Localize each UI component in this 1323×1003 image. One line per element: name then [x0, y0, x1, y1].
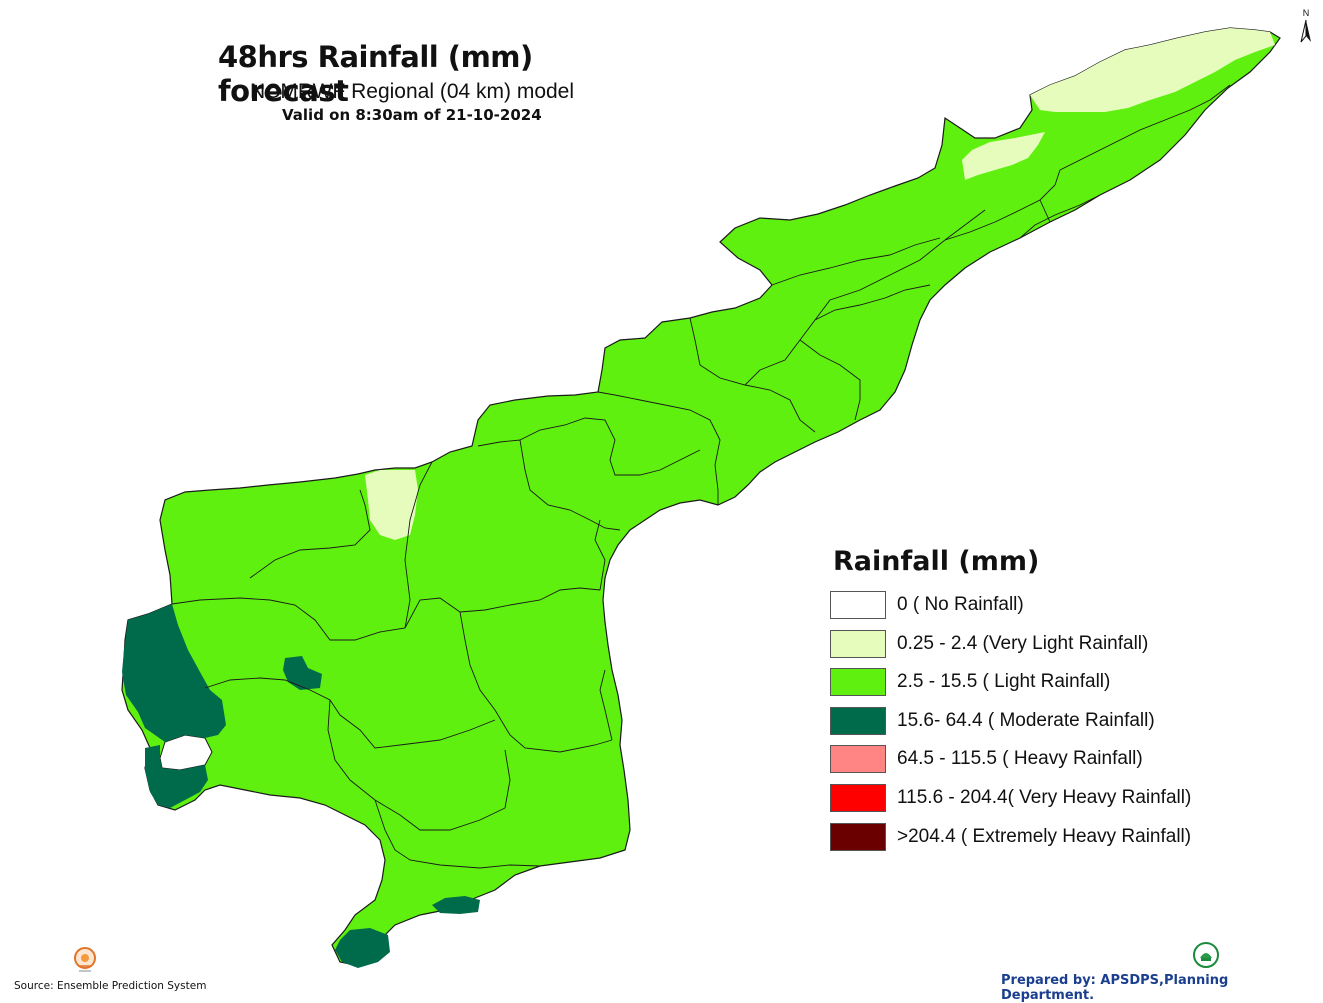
moderate-patch-west	[122, 604, 226, 742]
legend-label: 0 ( No Rainfall)	[897, 594, 1024, 615]
legend-title: Rainfall (mm)	[833, 546, 1040, 577]
legend-swatch	[830, 822, 886, 851]
moderate-patch-south-coast	[432, 896, 480, 914]
validity-text: Valid on 8:30am of 21-10-2024	[282, 106, 542, 124]
legend-label: 15.6- 64.4 ( Moderate Rainfall)	[897, 709, 1155, 731]
legend-label: 2.5 - 15.5 ( Light Rainfall)	[897, 671, 1111, 693]
map-subtitle: NCMRWF Regional (04 km) model	[250, 80, 575, 103]
very-light-patch-west	[365, 470, 418, 540]
very-light-patch-northeast	[1030, 28, 1275, 112]
legend-label: 64.5 - 115.5 ( Heavy Rainfall)	[897, 748, 1143, 770]
legend-swatch	[830, 668, 886, 697]
legend-item: 0.25 - 2.4 (Very Light Rainfall)	[830, 629, 1191, 658]
legend-item: 64.5 - 115.5 ( Heavy Rainfall)	[830, 745, 1191, 774]
north-label: N	[1303, 8, 1310, 18]
state-region	[121, 27, 1281, 966]
legend-swatch	[830, 706, 886, 735]
legend-label: 0.25 - 2.4 (Very Light Rainfall)	[897, 632, 1149, 654]
legend-swatch	[830, 591, 886, 619]
legend-label: >204.4 ( Extremely Heavy Rainfall)	[897, 825, 1192, 847]
north-arrow-icon: N	[1300, 8, 1311, 43]
apsdps-logo-icon	[1193, 942, 1219, 968]
map-title: 48hrs Rainfall (mm) forecast	[218, 40, 533, 108]
legend-swatch	[830, 629, 886, 658]
very-light-patch-north	[962, 132, 1045, 180]
legend-item: 15.6- 64.4 ( Moderate Rainfall)	[830, 706, 1191, 735]
legend-item: 2.5 - 15.5 ( Light Rainfall)	[830, 668, 1191, 697]
legend: Rainfall (mm) 0 ( No Rainfall) 0.25 - 2.4…	[830, 546, 1191, 861]
moderate-patch-southwest	[145, 745, 208, 808]
source-text: Source: Ensemble Prediction System	[14, 980, 207, 992]
legend-item: >204.4 ( Extremely Heavy Rainfall)	[830, 822, 1192, 851]
legend-swatch	[830, 745, 886, 774]
prepared-by-text: Prepared by: APSDPS,Planning Department.	[1001, 973, 1229, 1003]
legend-label: 115.6 - 204.4( Very Heavy Rainfall)	[897, 786, 1192, 808]
ensemble-logo-icon	[74, 947, 96, 972]
legend-swatch	[830, 783, 886, 812]
district-boundaries	[171, 84, 1231, 869]
moderate-patch-south-tip	[335, 928, 390, 968]
legend-item: 0 ( No Rainfall)	[830, 591, 1191, 619]
legend-item: 115.6 - 204.4( Very Heavy Rainfall)	[830, 783, 1192, 812]
moderate-patch-central	[283, 656, 322, 690]
